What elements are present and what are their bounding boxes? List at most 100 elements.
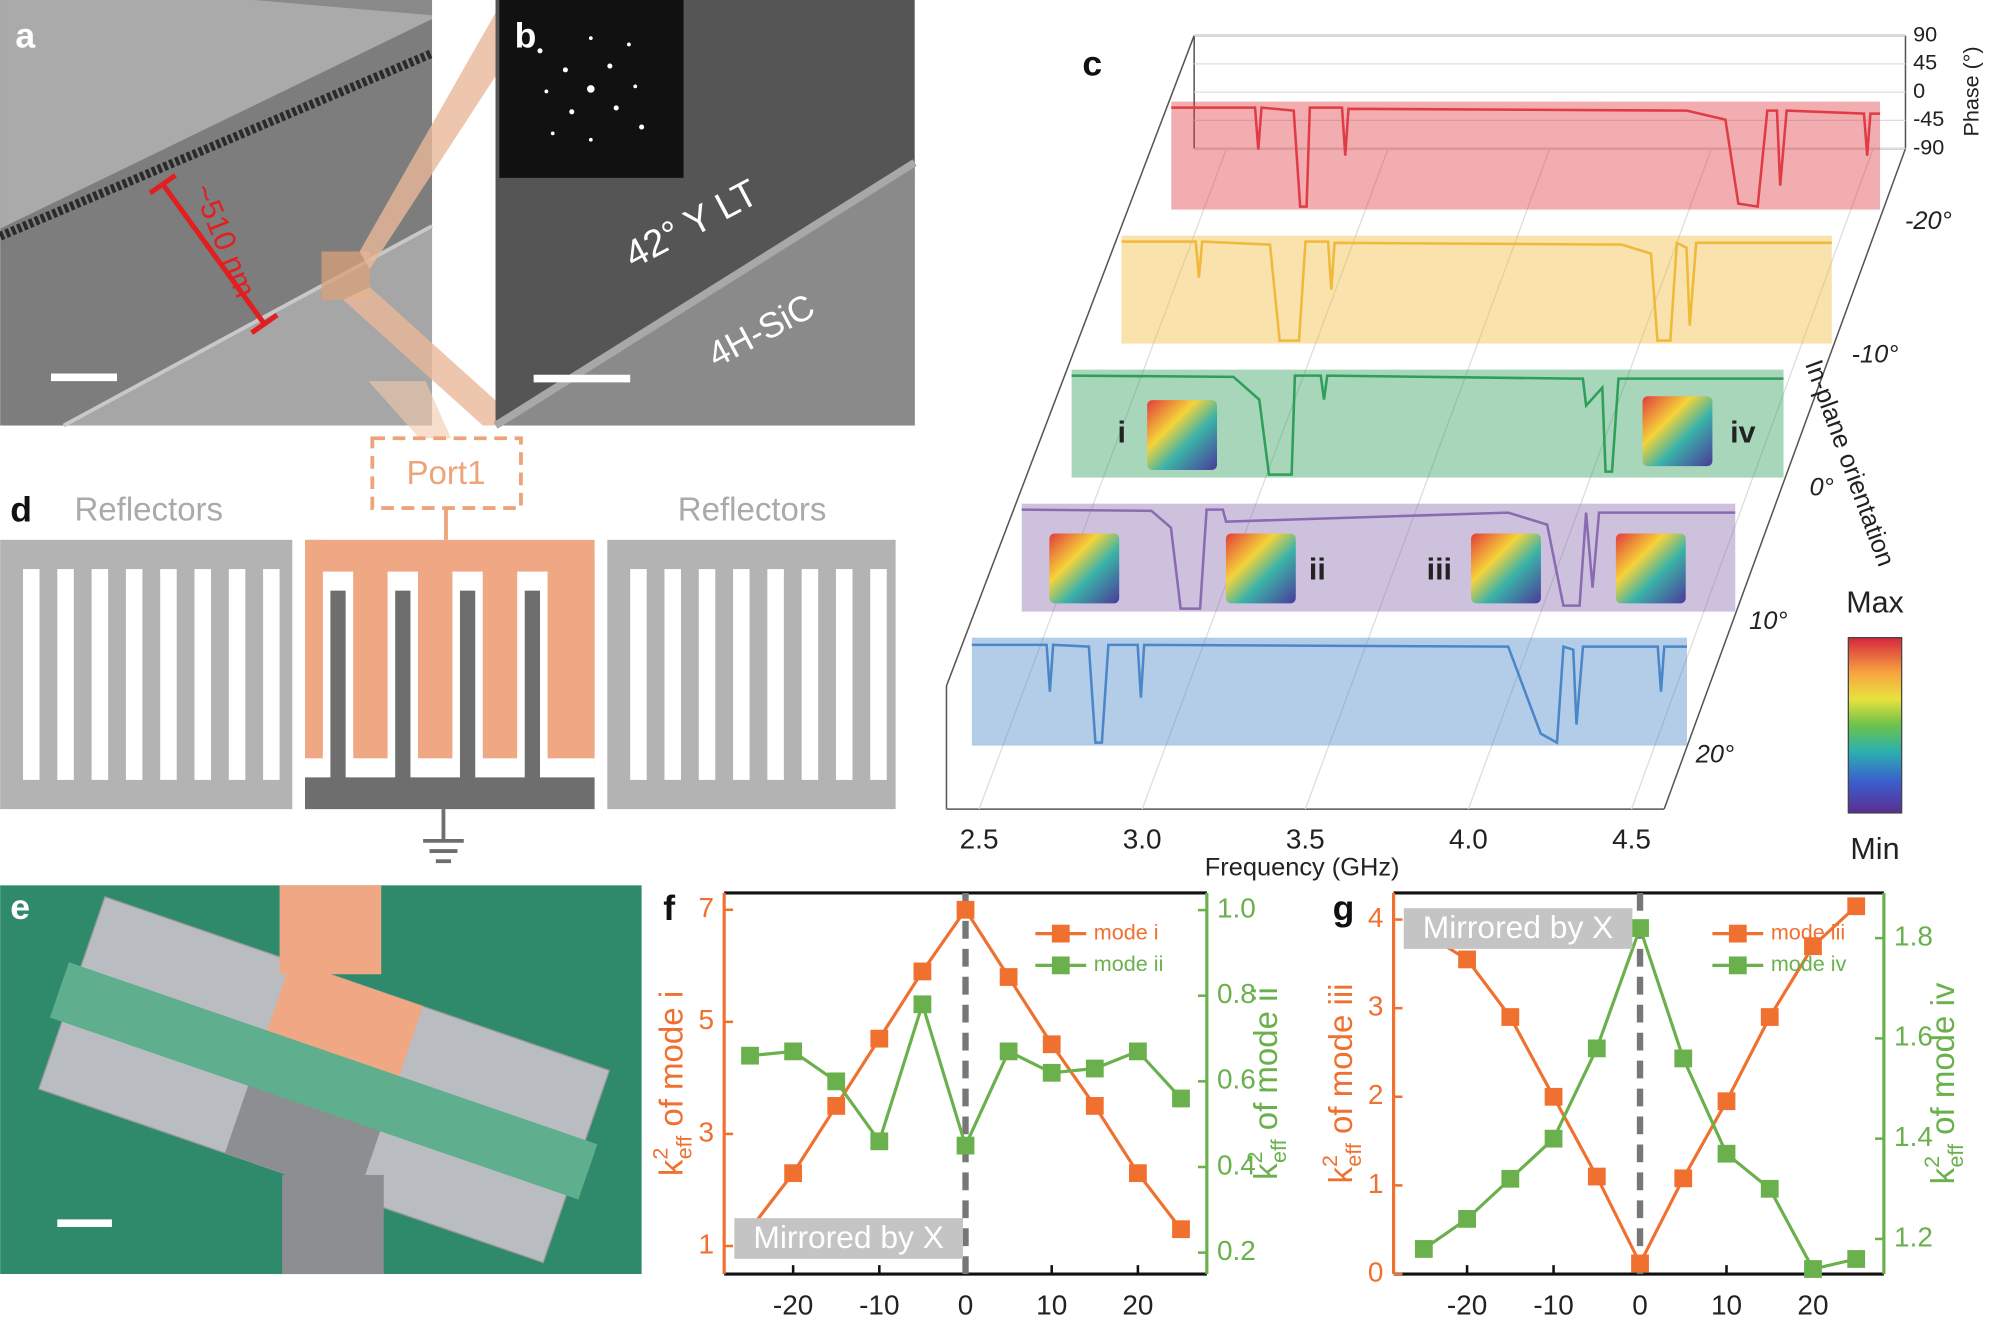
mode-label: iii [1427,553,1452,587]
mode-shape [1642,396,1713,467]
mode-label: i [1118,415,1126,449]
panel-label: g [1333,888,1355,928]
region [0,0,433,229]
axis-label-part: k [1247,1163,1284,1180]
y2-tick-label: 0.8 [1217,978,1256,1009]
reflector-label: Reflectors [678,491,827,528]
annotation-box [734,1218,963,1259]
trace [1021,508,1736,610]
slit [767,569,784,780]
measure-cap [250,312,279,335]
panel-b: 42° Y LT 4H-SiC b [493,0,917,429]
axis-label-part: 2 [1317,1155,1341,1167]
axis-label-part: k [652,1159,689,1176]
trace [1071,374,1784,476]
panel-label: c [1082,43,1102,83]
channel [49,962,598,1200]
panel-label: b [515,15,537,55]
x-tick-label: 10 [1036,1289,1067,1320]
y2-tick-label: 90 [1913,21,1937,46]
marker [1042,1063,1061,1082]
colorbar-label: Min [1850,832,1899,866]
axis-label: k2eff of mode i [648,991,696,1176]
y2-axis-label: Phase (°) [1959,46,1984,136]
marker [956,900,975,919]
axis-label-part: of mode iii [1321,983,1358,1143]
slit [630,569,647,780]
x-tick-label: 4.0 [1449,823,1488,854]
marker [1544,1129,1563,1148]
reflector-label: Reflectors [74,491,223,528]
y2-tick-label: 0.4 [1217,1149,1256,1180]
axis-frame [1663,148,1907,810]
axis-label-part: eff [1944,1144,1968,1168]
marker [1631,919,1649,937]
mode-shape [1049,533,1120,604]
marker [1847,897,1866,916]
y2-tick-label: 1.8 [1894,920,1933,951]
axis-label-part: of mode ii [1247,987,1284,1139]
panel-label: e [10,887,30,927]
z-axis-label: In-plane orientation [1799,356,1900,570]
y-tick-label: 7 [698,892,714,923]
marker [913,995,932,1014]
y2-tick-label: 0.2 [1217,1235,1256,1266]
slit [835,569,853,780]
annotation: Mirrored by X [753,1219,944,1255]
slit [801,569,819,780]
axis-label-part: eff [672,1136,696,1160]
y-tick-label: 4 [1368,902,1384,933]
y2-tick-label: -45 [1913,106,1944,131]
marker [1414,1240,1433,1258]
zoom-connector [359,12,496,270]
trace [1121,240,1832,342]
legend-marker [1051,924,1070,943]
annotation-box [1403,908,1633,949]
panel-d: Port1 Reflectors Reflectors d [0,381,896,864]
trace-band [1171,101,1881,210]
marker [827,1072,846,1091]
marker [1042,1035,1061,1054]
idt-fingers [305,539,595,759]
slit [194,569,212,780]
slit [664,569,681,780]
marker [1804,1260,1822,1278]
fft-spots [537,36,645,142]
axis-label-part: k [1321,1167,1358,1184]
marker [999,968,1018,986]
y2-tick-label: 1.4 [1894,1121,1933,1152]
slit [91,569,109,780]
measure-cap [148,173,177,196]
slit [57,569,74,780]
axis-label-part: of mode i [652,991,689,1136]
y2-tick-label: 0.6 [1217,1064,1256,1095]
marker [1760,1179,1779,1198]
marker [870,1029,889,1048]
y-tick-label: 1 [698,1228,714,1259]
marker [1129,1042,1147,1061]
marker [1085,1097,1104,1115]
reflector-slits [23,569,887,780]
grid-line [1304,148,1551,810]
axis-label-part: 2 [1920,1156,1944,1168]
panel-a: ~510 nm a [0,0,434,428]
trace [1171,106,1881,209]
marker [1129,1164,1147,1183]
axis-frame [945,35,1195,687]
panel-label: f [663,888,675,928]
slit [698,569,716,780]
slit [23,569,40,780]
z-tick-label: 10° [1749,607,1787,635]
y2-tick-label: 0 [1913,78,1925,103]
mode-label: iv [1730,415,1755,449]
marker [1631,1254,1649,1273]
panel-label: d [10,489,32,529]
marker [1717,1144,1736,1163]
x-tick-label: -20 [773,1289,813,1320]
slit [125,569,143,780]
marker [1172,1220,1190,1239]
axis-label-part: k [1924,1167,1961,1184]
marker [870,1132,889,1151]
ground-symbol [423,809,464,864]
